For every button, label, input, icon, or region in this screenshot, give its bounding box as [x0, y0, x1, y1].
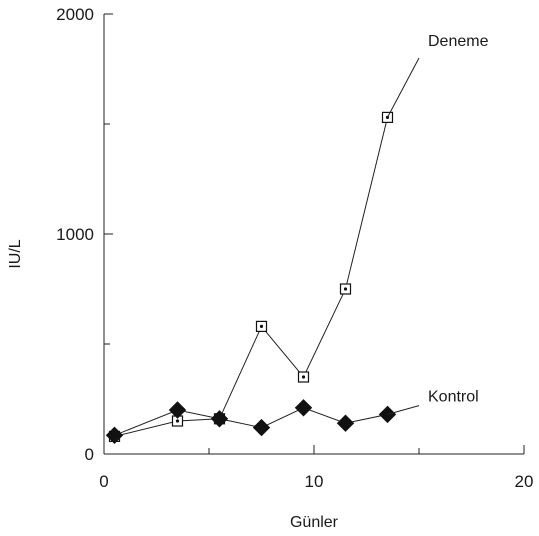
- series-group: Deneme Kontrol: [105, 33, 489, 445]
- series-line: [114, 117, 388, 437]
- diamond-marker: [168, 401, 187, 419]
- diamond-marker: [294, 399, 313, 417]
- series-leader-line: [387, 405, 420, 415]
- x-tick-label: 0: [99, 472, 108, 491]
- series-label: Kontrol: [428, 389, 479, 406]
- y-tick-label: 2000: [56, 5, 94, 24]
- y-tick-label: 1000: [56, 225, 94, 244]
- square-marker: [297, 371, 310, 383]
- series-leader-line: [387, 57, 420, 118]
- x-tick-label: 10: [305, 472, 324, 491]
- x-tick-label: 20: [515, 472, 534, 491]
- series-kontrol: Kontrol: [105, 389, 479, 445]
- diamond-marker: [105, 426, 124, 445]
- square-marker: [339, 283, 352, 295]
- y-tick-label: 0: [85, 445, 94, 464]
- y-axis-label: IU/L: [7, 239, 24, 268]
- x-axis-label: Günler: [290, 514, 339, 531]
- ticks: 0 1000 2000 0 10 20: [56, 5, 533, 491]
- diamond-marker: [210, 410, 229, 428]
- diamond-marker: [336, 414, 355, 432]
- square-marker-dot: [301, 375, 306, 379]
- series-label: Deneme: [428, 33, 489, 50]
- square-marker-dot: [175, 419, 180, 423]
- square-marker-dot: [259, 324, 264, 328]
- diamond-marker: [252, 418, 271, 437]
- square-marker: [255, 320, 268, 332]
- square-marker-dot: [343, 287, 348, 291]
- series-deneme: Deneme: [108, 33, 489, 442]
